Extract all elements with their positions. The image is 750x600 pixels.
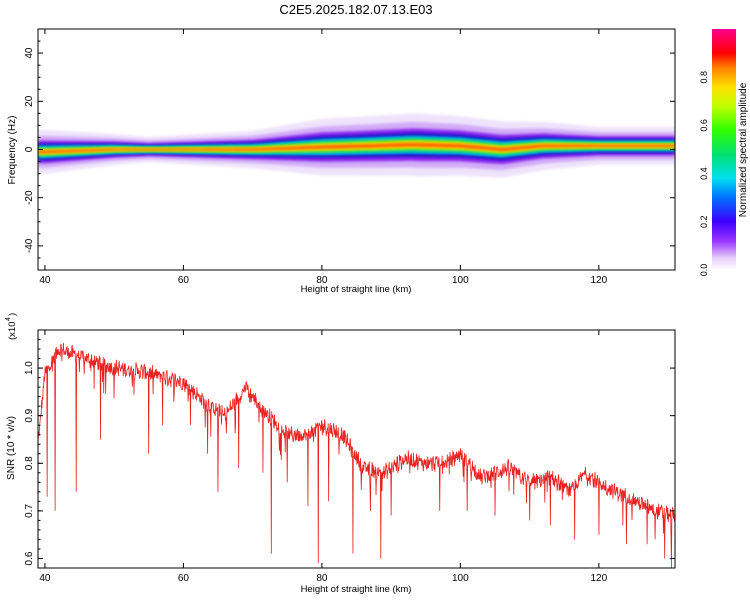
snr-ylabel: SNR (10 * v/v) (6, 416, 17, 480)
spectrogram-xtick-label: 60 (178, 275, 190, 286)
snr-ytick-label: 0.9 (24, 408, 35, 422)
snr-ytick-label: 0.8 (24, 456, 35, 470)
spectrogram-xtick-label: 80 (316, 275, 328, 286)
snr-frame (37, 329, 676, 569)
snr-ytick-label: 1.0 (24, 361, 35, 375)
spectrogram-band (38, 113, 675, 178)
snr-scale-exponent: 4 (5, 317, 12, 321)
spectrogram-ytick-label: -40 (24, 238, 35, 253)
snr-scale-close: ) (7, 313, 18, 316)
colorbar-tick-label: 0.4 (699, 167, 709, 180)
colorbar: 0.0 0.2 0.4 0.6 0.8 Normalized spectral ampl… (699, 29, 749, 276)
spectrogram-ytick-label: 20 (24, 95, 35, 107)
spectrogram-xtick-label: 100 (452, 275, 469, 286)
spectrogram-xlabel: Height of straight line (km) (301, 284, 412, 295)
colorbar-tick-label: 0.6 (699, 119, 709, 132)
figure-title: C2E5.2025.182.07.13.E03 (279, 2, 432, 17)
snr-scale-label: (x10 (7, 322, 18, 340)
colorbar-label: Normalized spectral amplitude (738, 82, 749, 217)
spectrogram-contour-7 (38, 141, 675, 154)
spectrogram-ytick-label: 0 (24, 146, 35, 152)
snr-ytick-label: 0.6 (24, 551, 35, 565)
colorbar-ticks: 0.0 0.2 0.4 0.6 0.8 (699, 71, 709, 276)
snr-xlabel: Height of straight line (km) (301, 584, 412, 595)
spectrogram-ytick-label: 40 (24, 47, 35, 59)
snr-xtick-label: 80 (316, 573, 328, 584)
colorbar-gradient (712, 29, 736, 270)
spectrogram-ylabel: Frequency (Hz) (7, 116, 18, 185)
spectrogram-panel: 40 60 80 100 120 40 20 0 -20 -40 Height of straig… (7, 28, 676, 295)
spectrogram-xtick-label: 40 (39, 275, 51, 286)
colorbar-tick-label: 0.8 (699, 71, 709, 84)
spectrogram-xtick-label: 120 (590, 275, 607, 286)
snr-xtick-label: 60 (178, 573, 190, 584)
spectrogram-ytick-label: -20 (24, 190, 35, 205)
snr-ytick-label: 0.7 (24, 504, 35, 518)
spectrogram-contour-8 (38, 143, 675, 154)
spectrogram-axes: 40 60 80 100 120 40 20 0 -20 -40 (24, 28, 675, 286)
snr-xtick-label: 100 (452, 573, 469, 584)
snr-xtick-label: 40 (39, 573, 51, 584)
snr-series-line (38, 343, 675, 568)
colorbar-tick-label: 0.0 (699, 264, 709, 277)
colorbar-tick-label: 0.2 (699, 216, 709, 229)
snr-panel: 40 60 80 100 120 1.0 0.9 0.8 0.7 0.6 Height of st… (5, 313, 676, 595)
snr-axes: 40 60 80 100 120 1.0 0.9 0.8 0.7 0.6 (24, 330, 675, 584)
snr-xtick-label: 120 (590, 573, 607, 584)
snr-scale-factor: (x10 4 ) (5, 313, 18, 340)
